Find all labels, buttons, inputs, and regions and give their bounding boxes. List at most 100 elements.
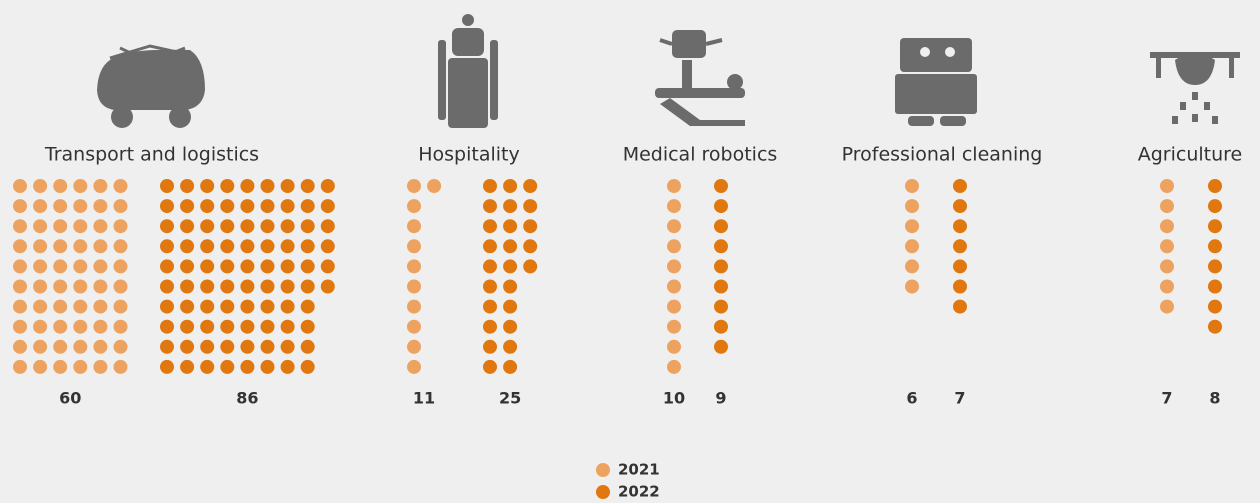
dot (180, 320, 194, 334)
dot (160, 340, 174, 354)
dot (714, 300, 728, 314)
dot (261, 259, 275, 273)
dot (483, 340, 497, 354)
dot-group (160, 179, 335, 374)
dot (73, 239, 87, 253)
dot (114, 280, 128, 294)
dot (667, 239, 681, 253)
dot (240, 239, 254, 253)
dot (180, 280, 194, 294)
dot (53, 340, 67, 354)
dot-group (13, 179, 128, 374)
dot (905, 259, 919, 273)
dot (53, 179, 67, 193)
dot (73, 179, 87, 193)
dot (1160, 300, 1174, 314)
dot (240, 280, 254, 294)
dot (953, 219, 967, 233)
dot (93, 179, 107, 193)
dot (483, 179, 497, 193)
dot (220, 219, 234, 233)
dot-group (483, 179, 537, 374)
dot (33, 199, 47, 213)
dot (73, 300, 87, 314)
dot-group (714, 179, 728, 354)
dot (1208, 219, 1222, 233)
dot (114, 320, 128, 334)
dot (33, 259, 47, 273)
dot (53, 320, 67, 334)
dot (714, 320, 728, 334)
dot (180, 259, 194, 273)
dot (93, 320, 107, 334)
dot (714, 280, 728, 294)
dot (1208, 199, 1222, 213)
dot (1208, 300, 1222, 314)
dot (483, 280, 497, 294)
dot (53, 259, 67, 273)
dot (240, 259, 254, 273)
dot (261, 199, 275, 213)
dot (160, 300, 174, 314)
dot (180, 239, 194, 253)
dot (261, 300, 275, 314)
dot (200, 239, 214, 253)
dot (953, 280, 967, 294)
dot (114, 179, 128, 193)
dot (321, 179, 335, 193)
dot (220, 320, 234, 334)
dot (73, 320, 87, 334)
dot (407, 179, 421, 193)
dot (1160, 259, 1174, 273)
dot (33, 179, 47, 193)
dot (240, 320, 254, 334)
dot (200, 179, 214, 193)
dot (503, 340, 517, 354)
dot (261, 360, 275, 374)
dot (13, 320, 27, 334)
dot (180, 360, 194, 374)
dot (13, 199, 27, 213)
dot (714, 340, 728, 354)
legend-label: 2021 (618, 461, 660, 479)
dot (483, 300, 497, 314)
dot (160, 179, 174, 193)
dot-group (953, 179, 967, 314)
dot (667, 300, 681, 314)
dot (1208, 320, 1222, 334)
dot (667, 219, 681, 233)
hospitality-icon (438, 14, 498, 128)
dot (321, 259, 335, 273)
dot (407, 280, 421, 294)
dot (13, 259, 27, 273)
dot (220, 239, 234, 253)
dot (301, 280, 315, 294)
value-label: 8 (1209, 389, 1220, 408)
category-label: Professional cleaning (842, 144, 1043, 166)
dot (160, 280, 174, 294)
dot (281, 179, 295, 193)
dot (200, 280, 214, 294)
dot (261, 340, 275, 354)
dot (281, 340, 295, 354)
dot (905, 179, 919, 193)
dot (33, 320, 47, 334)
dot (53, 239, 67, 253)
dot (1160, 239, 1174, 253)
dot (93, 360, 107, 374)
dot (503, 280, 517, 294)
dot (301, 320, 315, 334)
dot (73, 259, 87, 273)
value-label: 11 (413, 389, 435, 408)
dot (13, 340, 27, 354)
dot (53, 199, 67, 213)
dot (953, 239, 967, 253)
category-label: Medical robotics (623, 144, 778, 166)
value-label: 9 (715, 389, 726, 408)
dot (523, 259, 537, 273)
dot (93, 280, 107, 294)
dot (261, 219, 275, 233)
dot (240, 340, 254, 354)
dot-group (1160, 179, 1174, 314)
dot (200, 360, 214, 374)
